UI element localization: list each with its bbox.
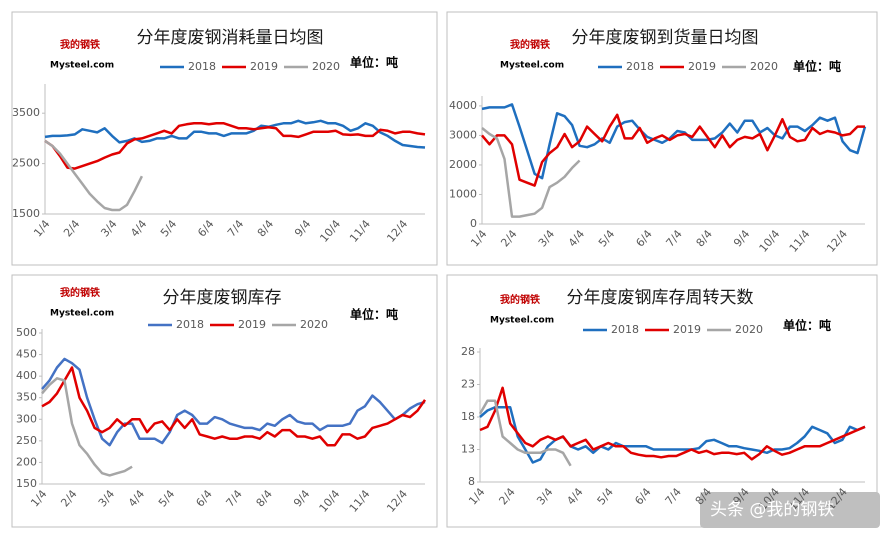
logo-en: Mysteel.com — [50, 61, 114, 71]
watermark-bg — [700, 492, 880, 528]
y-tick-label: 350 — [16, 391, 37, 404]
y-tick-label: 250 — [16, 434, 37, 447]
series-line — [481, 127, 581, 218]
y-tick-label: 1500 — [12, 207, 40, 220]
chart-title: 分年度废钢库存周转天数 — [567, 288, 754, 308]
y-tick-label: 28 — [461, 345, 475, 358]
y-tick-label: 0 — [470, 217, 477, 230]
legend-label: 2020 — [735, 323, 763, 336]
y-tick-label: 400 — [16, 369, 37, 382]
y-tick-label: 2500 — [12, 157, 40, 170]
legend-label: 2018 — [188, 60, 216, 73]
unit-label: 单位：吨 — [793, 59, 841, 74]
y-tick-label: 8 — [468, 475, 475, 488]
y-tick-label: 450 — [16, 348, 37, 361]
unit-label: 单位：吨 — [350, 55, 398, 70]
unit-label: 单位：吨 — [350, 307, 398, 322]
panel-frame — [11, 274, 438, 528]
y-tick-label: 18 — [461, 410, 475, 423]
y-tick-label: 150 — [16, 477, 37, 490]
legend-label: 2019 — [673, 323, 701, 336]
series-line — [41, 366, 427, 447]
y-tick-label: 3500 — [12, 106, 40, 119]
legend-label: 2018 — [176, 318, 204, 331]
chart-title: 分年度废钢库存 — [163, 288, 282, 308]
legend-label: 2019 — [688, 60, 716, 73]
series-line — [41, 357, 426, 447]
logo-cn: 我的钢铁 — [500, 293, 540, 306]
legend-label: 2018 — [626, 60, 654, 73]
series-line — [479, 406, 866, 464]
panel-frame — [446, 11, 878, 266]
series-line — [41, 377, 133, 477]
series-line — [479, 386, 866, 461]
series-line — [478, 399, 572, 467]
y-tick-label: 13 — [461, 443, 475, 456]
logo-en: Mysteel.com — [490, 316, 554, 326]
legend-label: 2020 — [300, 318, 328, 331]
chart-title: 分年度废钢消耗量日均图 — [137, 28, 324, 48]
logo-en: Mysteel.com — [50, 309, 114, 319]
legend-label: 2020 — [750, 60, 778, 73]
series-line — [481, 103, 867, 180]
y-tick-label: 200 — [16, 455, 37, 468]
unit-label: 单位：吨 — [783, 318, 831, 333]
panel-frame — [11, 11, 438, 266]
legend-label: 2019 — [250, 60, 278, 73]
logo-en: Mysteel.com — [500, 61, 564, 71]
logo-cn: 我的钢铁 — [60, 38, 100, 51]
y-tick-label: 1000 — [449, 187, 477, 200]
logo-cn: 我的钢铁 — [60, 286, 100, 299]
y-tick-label: 300 — [16, 412, 37, 425]
y-tick-label: 3000 — [449, 128, 477, 141]
legend-label: 2018 — [611, 323, 639, 336]
series-line — [481, 113, 865, 187]
legend-label: 2020 — [312, 60, 340, 73]
chart-title: 分年度废钢到货量日均图 — [572, 28, 759, 48]
y-tick-label: 4000 — [449, 99, 477, 112]
series-line — [44, 119, 426, 149]
logo-cn: 我的钢铁 — [510, 38, 550, 51]
series-line — [44, 139, 144, 212]
legend-label: 2019 — [238, 318, 266, 331]
y-tick-label: 23 — [461, 378, 475, 391]
y-tick-label: 500 — [16, 326, 37, 339]
series-line — [44, 122, 426, 170]
watermark: 头条 @我的钢铁 — [710, 500, 834, 520]
panel-frame — [446, 274, 878, 528]
y-tick-label: 2000 — [449, 158, 477, 171]
